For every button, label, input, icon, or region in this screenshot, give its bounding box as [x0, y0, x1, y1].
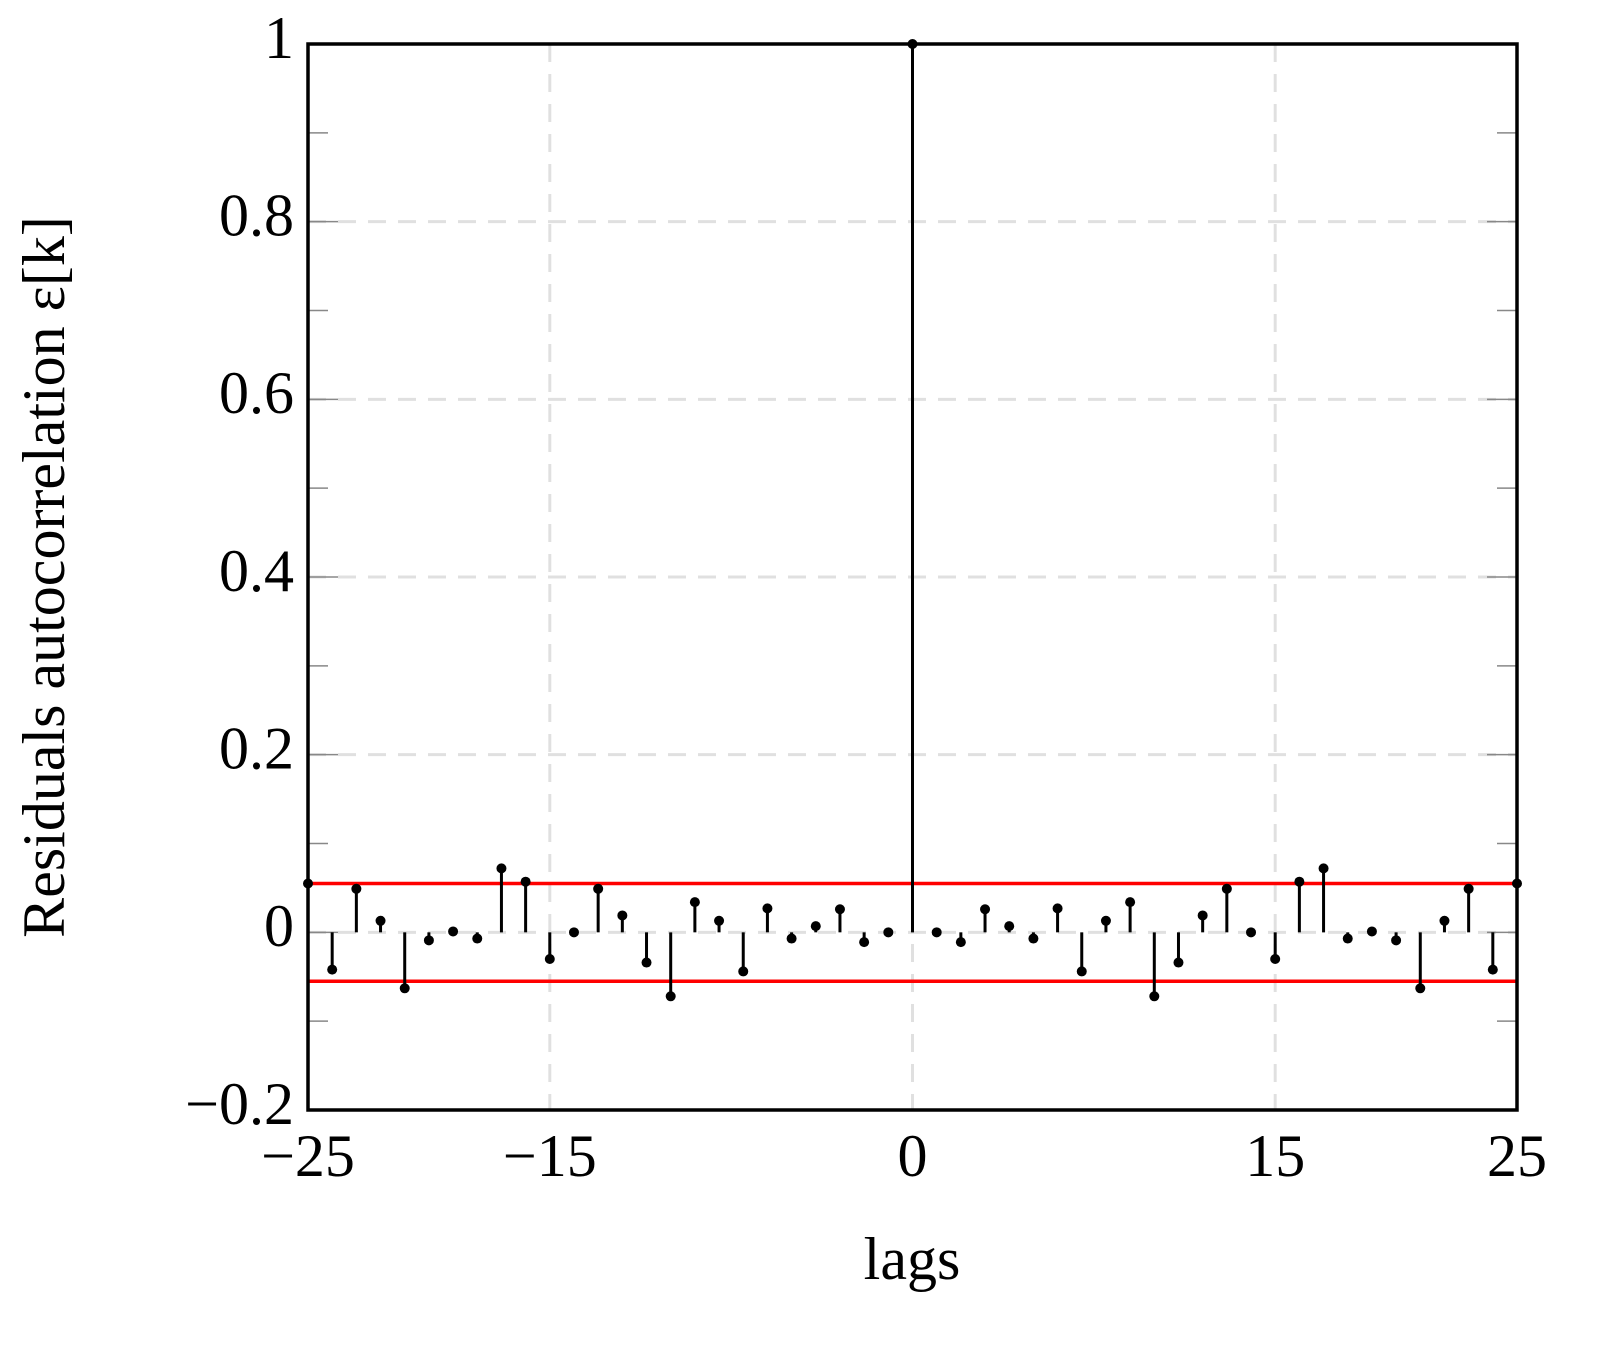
stem-marker	[423, 935, 434, 946]
y-tick-label: 0	[264, 893, 294, 959]
stem-marker	[399, 983, 410, 994]
stem-marker	[1294, 876, 1305, 887]
stem-marker	[351, 883, 362, 894]
stem-marker	[375, 915, 386, 926]
y-tick-label: −0.2	[185, 1071, 294, 1137]
stem-marker	[1391, 935, 1402, 946]
stem-marker	[1463, 883, 1474, 894]
stem-marker	[1487, 964, 1498, 975]
y-tick-label: 0.4	[219, 538, 294, 604]
stem-marker	[593, 883, 604, 894]
stem-marker	[859, 937, 870, 948]
stem-marker	[641, 957, 652, 968]
stem-marker	[1270, 953, 1281, 964]
stem-marker	[544, 953, 555, 964]
y-tick-label: 0.6	[219, 360, 294, 426]
stem-marker	[1076, 966, 1087, 977]
y-axis-label: Residuals autocorrelation ε[k]	[11, 216, 77, 938]
stem-marker	[568, 927, 579, 938]
stem-marker	[689, 897, 700, 908]
stem-marker	[665, 991, 676, 1002]
stem-marker	[1197, 910, 1208, 921]
stem-marker	[762, 903, 773, 914]
stem-marker	[472, 933, 483, 944]
x-tick-label: 0	[898, 1123, 928, 1189]
stem-marker	[980, 904, 991, 915]
stem-marker	[786, 933, 797, 944]
stem-marker	[1100, 915, 1111, 926]
plot-frame	[306, 42, 1519, 1112]
stem-marker	[883, 927, 894, 938]
x-axis-label: lags	[864, 1226, 961, 1292]
stem-marker	[1366, 926, 1377, 937]
stem-marker	[327, 964, 338, 975]
x-tick-label: 25	[1487, 1123, 1547, 1189]
x-tick-label: −25	[261, 1123, 355, 1189]
stem-marker	[834, 904, 845, 915]
stem-marker	[1004, 921, 1015, 932]
stem-marker	[1439, 915, 1450, 926]
stem-marker	[1221, 883, 1232, 894]
stem-marker	[810, 921, 821, 932]
y-tick-label: 0.2	[219, 715, 294, 781]
x-tick-label: 15	[1245, 1123, 1305, 1189]
stem-marker	[448, 926, 459, 937]
stem-marker	[714, 915, 725, 926]
y-tick-label: 1	[264, 5, 294, 71]
stem-marker	[1149, 991, 1160, 1002]
stem-marker	[1415, 983, 1426, 994]
stem-marker	[738, 966, 749, 977]
stem-marker	[1246, 927, 1257, 938]
stem-marker	[520, 876, 531, 887]
stem-marker	[1028, 933, 1039, 944]
stem-marker	[1318, 863, 1329, 874]
stem-marker	[931, 927, 942, 938]
stem-marker	[1173, 957, 1184, 968]
stem-marker	[1125, 897, 1136, 908]
stem-marker	[955, 937, 966, 948]
stem-marker	[496, 863, 507, 874]
stem-marker	[617, 910, 628, 921]
x-tick-label: −15	[503, 1123, 597, 1189]
stem-marker	[1052, 903, 1063, 914]
y-tick-label: 0.8	[219, 182, 294, 248]
stem-marker	[1342, 933, 1353, 944]
